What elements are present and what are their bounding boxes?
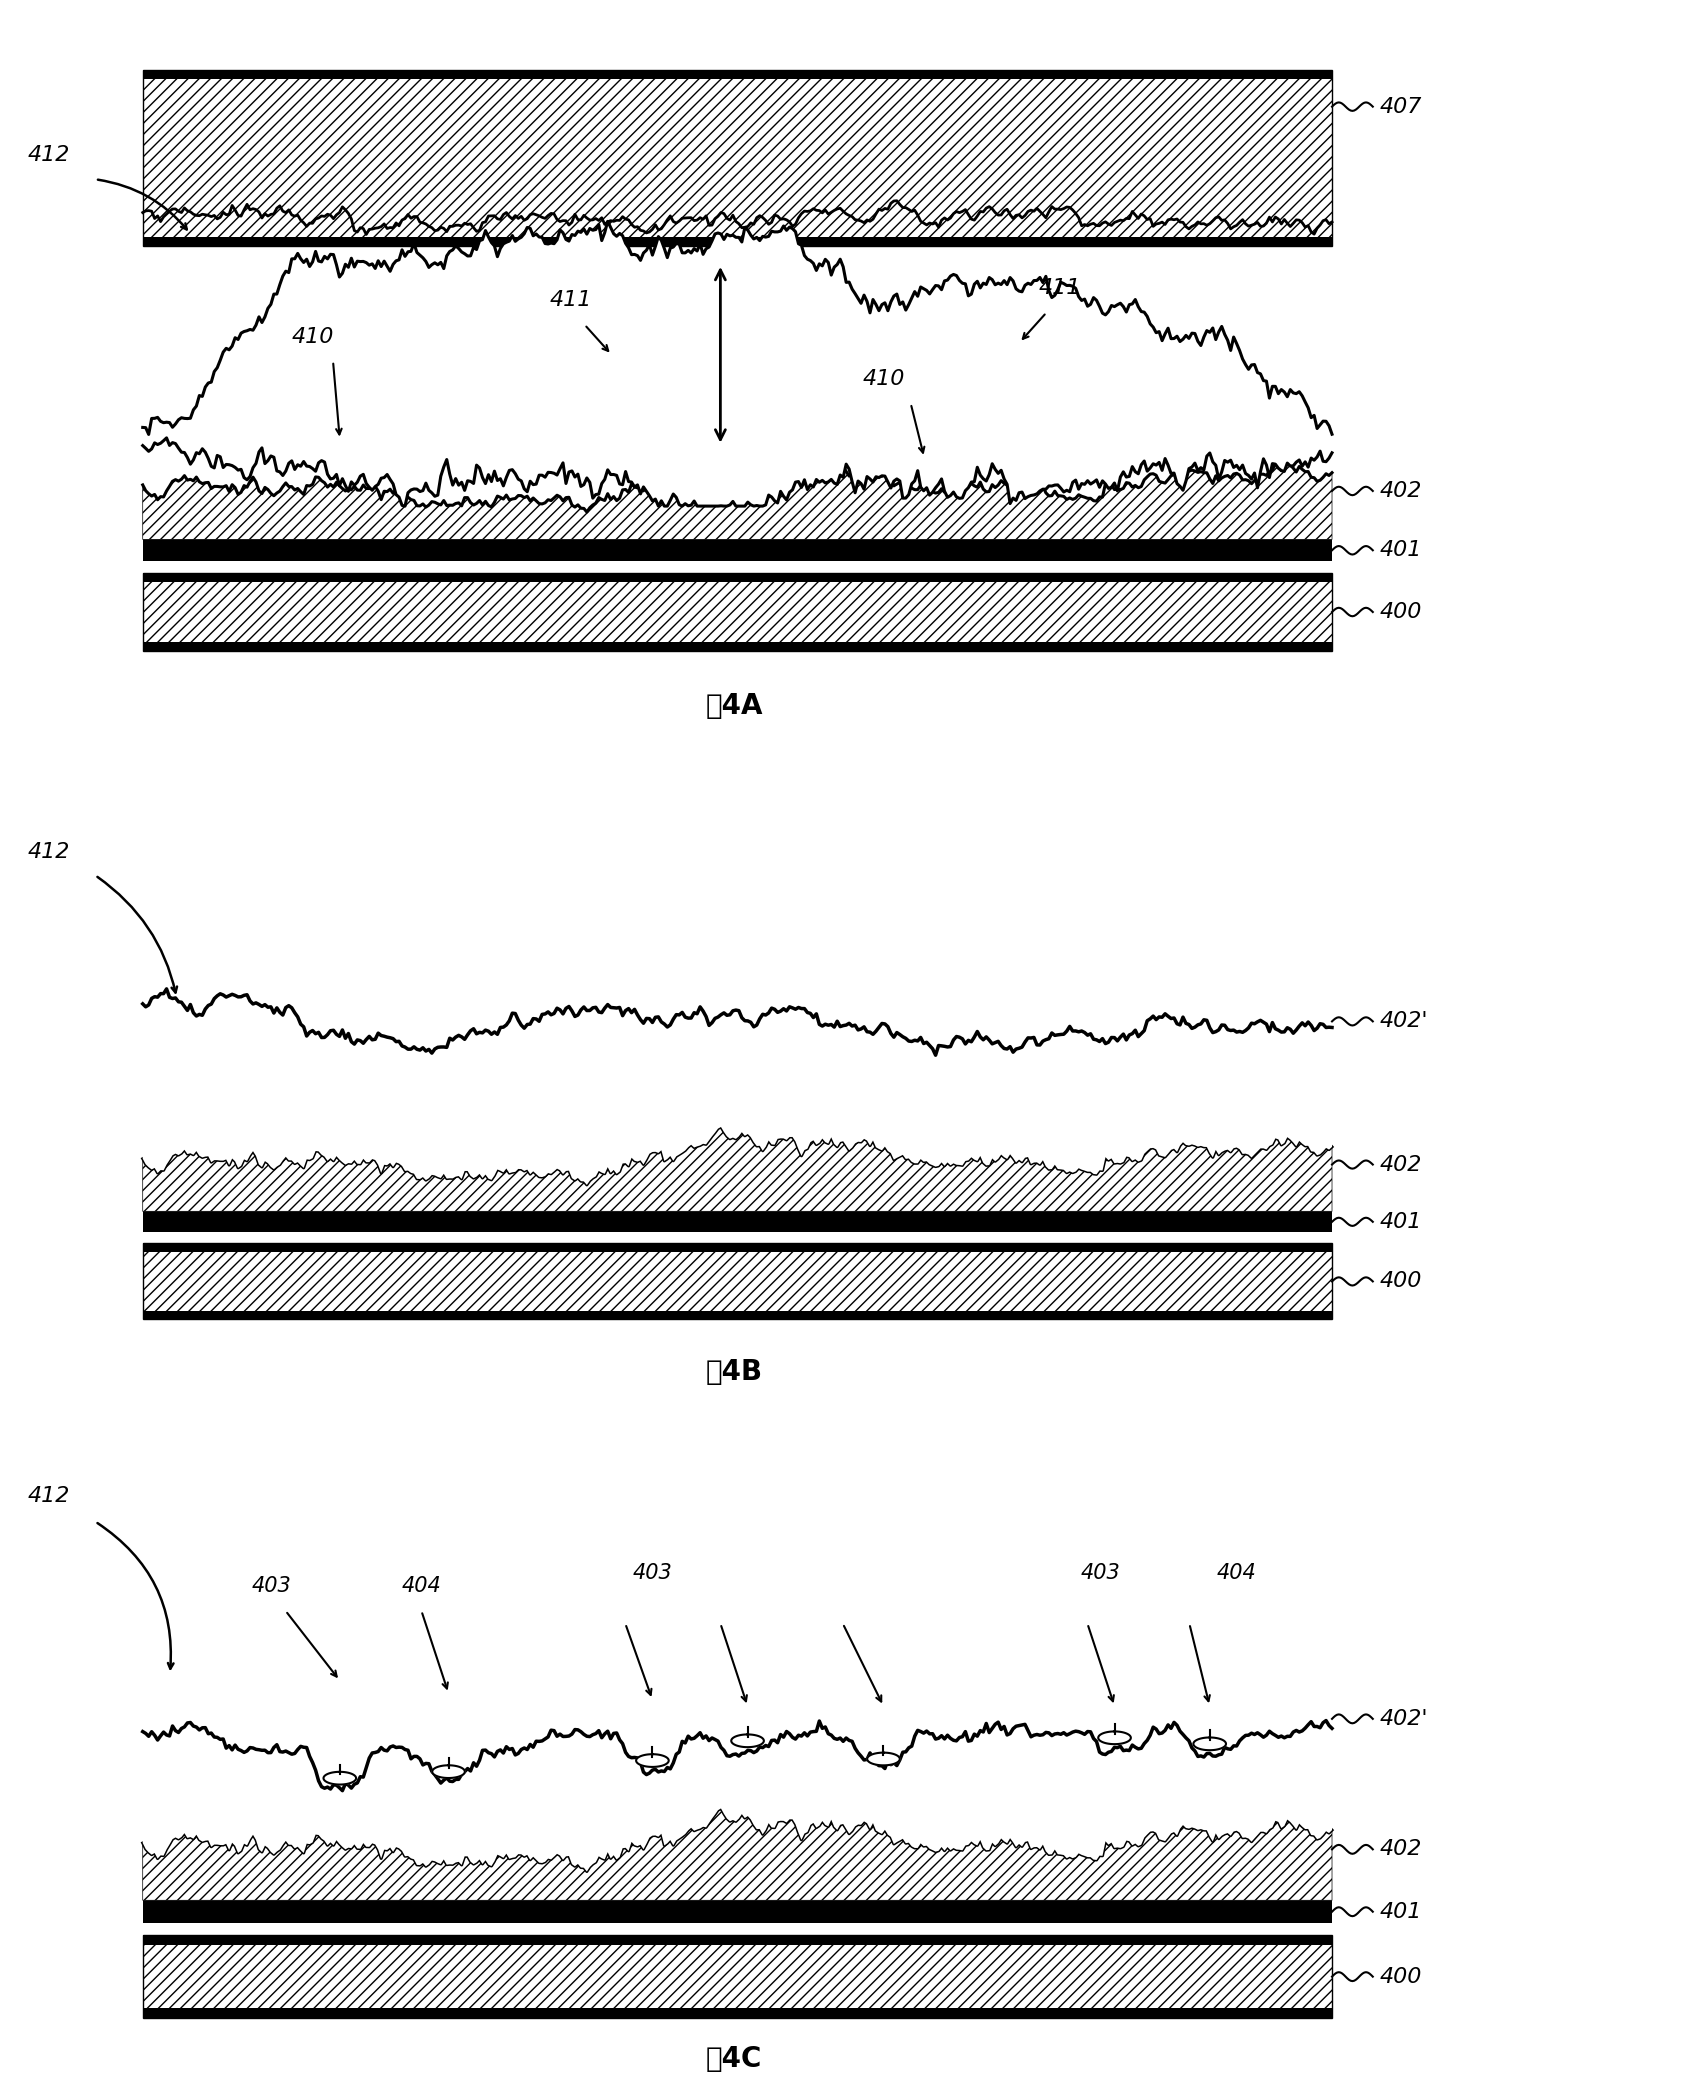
Polygon shape xyxy=(635,1755,669,1768)
Polygon shape xyxy=(336,1766,343,1774)
Text: 404: 404 xyxy=(1216,1563,1257,1582)
Text: 402': 402' xyxy=(1379,1012,1428,1031)
Bar xyxy=(143,1244,1331,1252)
Bar xyxy=(143,1901,1331,1922)
Text: 图4C: 图4C xyxy=(705,2045,762,2072)
Bar xyxy=(143,643,1331,651)
Text: 403: 403 xyxy=(251,1576,292,1597)
Text: 412: 412 xyxy=(27,146,70,165)
Bar xyxy=(143,2008,1331,2018)
Text: 图4B: 图4B xyxy=(705,1359,762,1386)
Text: 401: 401 xyxy=(1379,1213,1421,1231)
Polygon shape xyxy=(323,1772,357,1784)
Text: 407: 407 xyxy=(1379,96,1421,117)
Text: 402: 402 xyxy=(1379,1154,1421,1175)
Bar xyxy=(143,1210,1331,1231)
Text: 412: 412 xyxy=(27,1486,70,1507)
Bar xyxy=(143,572,1331,582)
Text: 400: 400 xyxy=(1379,601,1421,622)
Bar xyxy=(143,1244,1331,1319)
Text: 403: 403 xyxy=(1080,1563,1121,1582)
Polygon shape xyxy=(431,1766,465,1778)
Polygon shape xyxy=(730,1734,764,1747)
Polygon shape xyxy=(1206,1730,1212,1741)
Polygon shape xyxy=(1192,1738,1226,1751)
Bar xyxy=(143,538,1331,561)
Bar xyxy=(143,236,1331,246)
Bar xyxy=(143,1311,1331,1319)
Polygon shape xyxy=(880,1745,886,1755)
Text: 411: 411 xyxy=(1039,278,1080,298)
Bar xyxy=(143,1935,1331,2018)
Text: 402: 402 xyxy=(1379,480,1421,501)
Text: 404: 404 xyxy=(401,1576,441,1597)
Text: 402': 402' xyxy=(1379,1709,1428,1728)
Polygon shape xyxy=(744,1728,751,1736)
Text: 400: 400 xyxy=(1379,1966,1421,1987)
Polygon shape xyxy=(1097,1732,1131,1745)
Polygon shape xyxy=(649,1747,655,1757)
Bar xyxy=(143,1935,1331,1945)
Text: 401: 401 xyxy=(1379,541,1421,559)
Text: 412: 412 xyxy=(27,841,70,862)
Bar xyxy=(143,572,1331,651)
Bar xyxy=(143,71,1331,79)
Text: 图4A: 图4A xyxy=(705,691,762,720)
Bar xyxy=(143,71,1331,246)
Text: 403: 403 xyxy=(632,1563,672,1582)
Polygon shape xyxy=(866,1753,900,1766)
Text: 410: 410 xyxy=(863,369,903,388)
Text: 402: 402 xyxy=(1379,1839,1421,1860)
Polygon shape xyxy=(445,1757,452,1768)
Text: 411: 411 xyxy=(550,290,591,311)
Text: 401: 401 xyxy=(1379,1901,1421,1922)
Text: 400: 400 xyxy=(1379,1271,1421,1292)
Polygon shape xyxy=(1110,1724,1117,1734)
Text: 410: 410 xyxy=(292,328,333,346)
